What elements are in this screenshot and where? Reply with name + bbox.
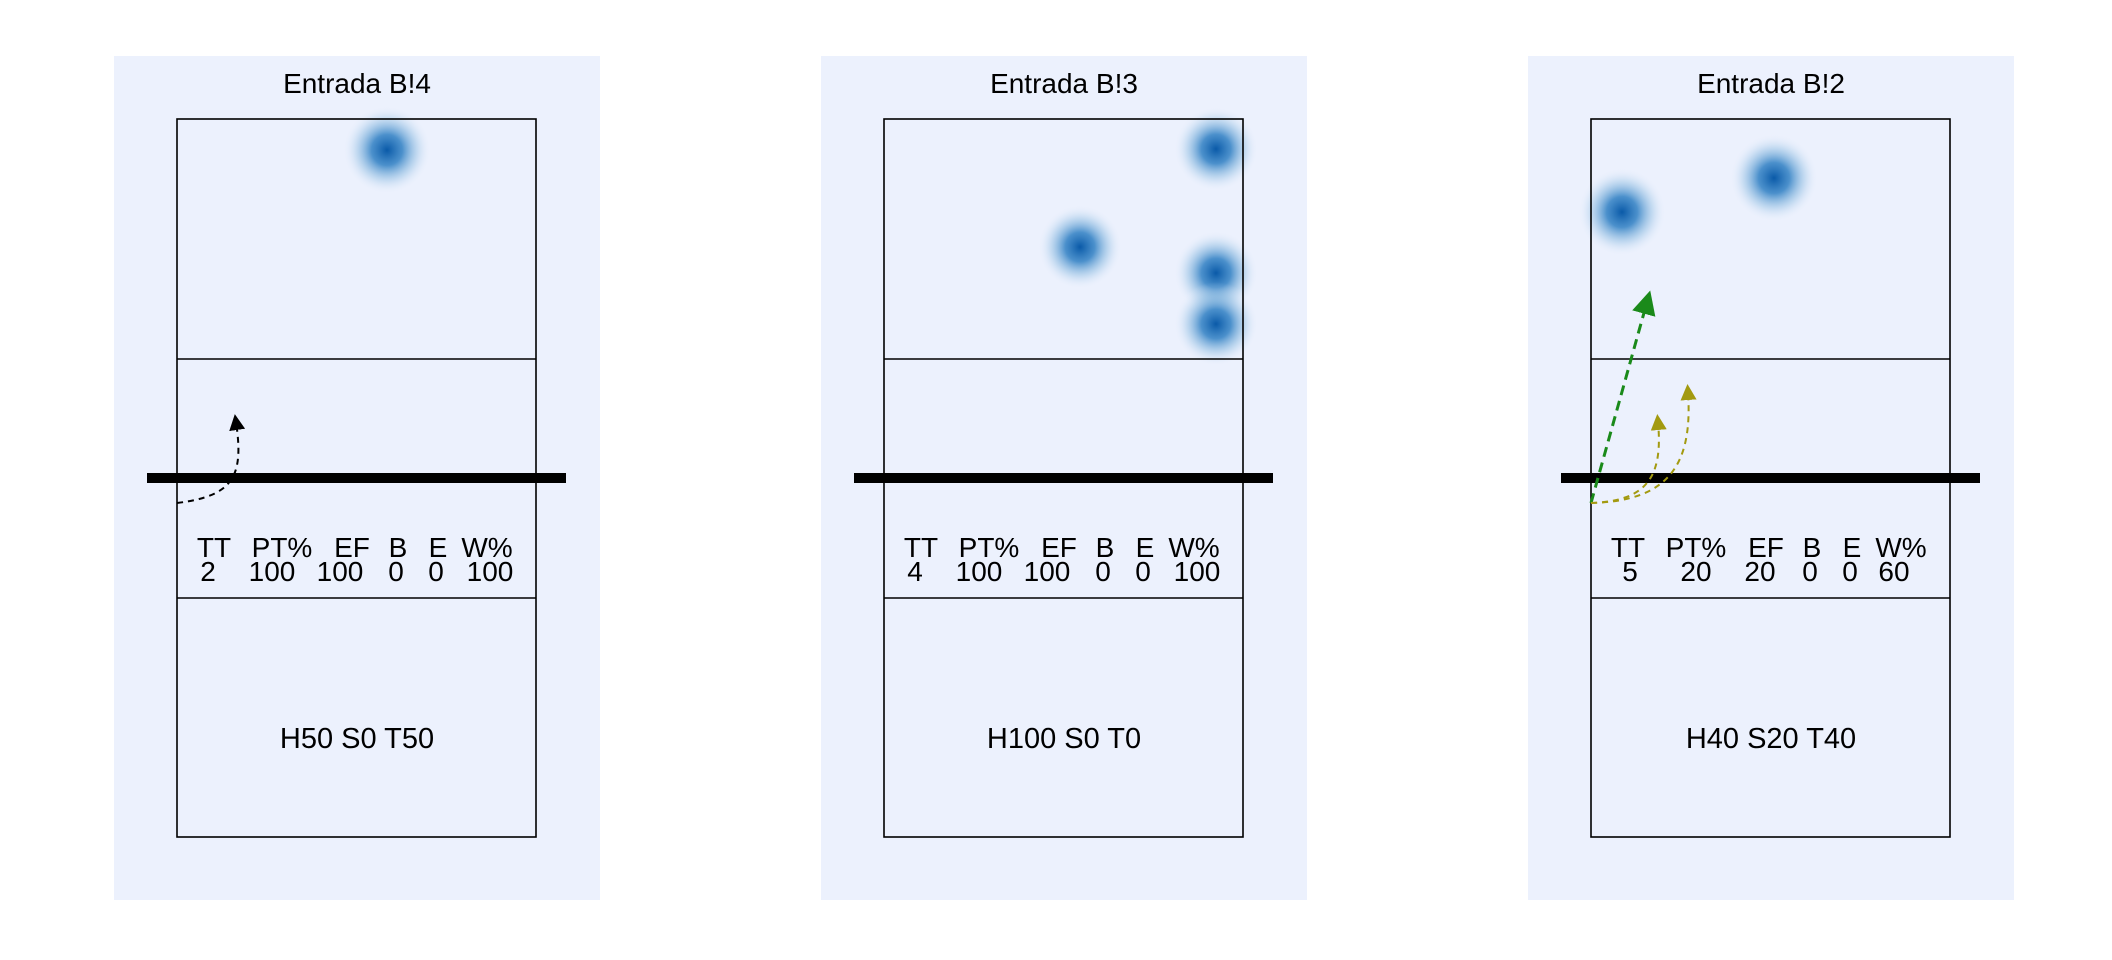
heat-spot <box>1174 282 1258 366</box>
stat-value: 0 <box>428 556 444 587</box>
stats-block: TT PT% EF B E W% 5 20 20 0 0 60 <box>1600 532 1930 587</box>
stat-value: 20 <box>1680 556 1712 587</box>
attack-trajectory <box>1590 384 1697 504</box>
court-panel-1: Entrada B!4 TT PT% EF B E W% <box>114 56 600 900</box>
panel-title: Entrada B!4 <box>283 68 431 99</box>
distribution-label: H40 S20 T40 <box>1685 723 1857 755</box>
stat-header: TT <box>903 532 939 563</box>
stat-value: 60 <box>1878 556 1910 587</box>
heat-spot <box>1174 107 1258 191</box>
stats-value-row: 2 100 100 0 0 100 <box>186 556 516 587</box>
stat-header: PT% <box>251 532 313 563</box>
stat-value: 0 <box>1095 556 1111 587</box>
stat-value: 100 <box>248 556 296 587</box>
stats-block: TT PT% EF B E W% 4 100 100 0 0 100 <box>893 532 1223 587</box>
stat-header: EF <box>334 532 370 563</box>
stat-header: E <box>1135 532 1155 563</box>
stat-value: 2 <box>200 556 216 587</box>
stat-value: 0 <box>1842 556 1858 587</box>
court-diagram <box>147 106 566 838</box>
stats-header-row: TT PT% EF B E W% <box>186 532 516 563</box>
attack-trajectory <box>1589 290 1656 504</box>
stat-header: W% <box>1875 532 1927 563</box>
stat-header: B <box>1802 532 1822 563</box>
stat-header: B <box>388 532 408 563</box>
distribution-label: H50 S0 T50 <box>279 723 435 755</box>
stats-value-row: 5 20 20 0 0 60 <box>1600 556 1930 587</box>
stat-value: 100 <box>1023 556 1071 587</box>
stat-header: E <box>428 532 448 563</box>
stat-header: TT <box>196 532 232 563</box>
heat-spot <box>1038 205 1122 289</box>
stat-header: W% <box>1168 532 1220 563</box>
stat-header: EF <box>1041 532 1077 563</box>
stat-value: 0 <box>1135 556 1151 587</box>
stat-header: W% <box>461 532 513 563</box>
stats-value-row: 4 100 100 0 0 100 <box>893 556 1223 587</box>
stat-value: 4 <box>907 556 923 587</box>
stat-header: TT <box>1610 532 1646 563</box>
stat-value: 20 <box>1744 556 1776 587</box>
stat-value: 100 <box>466 556 514 587</box>
stats-block: TT PT% EF B E W% 2 100 100 0 0 100 <box>186 532 516 587</box>
stat-value: 100 <box>316 556 364 587</box>
stat-value: 100 <box>1173 556 1221 587</box>
panel-title: Entrada B!3 <box>990 68 1138 99</box>
stat-value: 5 <box>1622 556 1638 587</box>
heat-spot <box>1578 168 1666 256</box>
court-diagram <box>854 107 1273 838</box>
court-panel-2: Entrada B!3 TT PT% EF B E <box>821 56 1307 900</box>
court-diagram <box>1561 118 1980 838</box>
attack-trajectory <box>176 414 246 504</box>
stat-header: PT% <box>1665 532 1727 563</box>
stats-header-row: TT PT% EF B E W% <box>893 532 1223 563</box>
stat-header: E <box>1842 532 1862 563</box>
stat-header: PT% <box>958 532 1020 563</box>
stats-header-row: TT PT% EF B E W% <box>1600 532 1930 563</box>
court-panel-3: Entrada B!2 <box>1528 56 2014 900</box>
distribution-label: H100 S0 T0 <box>986 723 1142 755</box>
heat-spot <box>1730 134 1818 222</box>
stat-header: EF <box>1748 532 1784 563</box>
stat-value: 0 <box>388 556 404 587</box>
stat-value: 100 <box>955 556 1003 587</box>
stat-value: 0 <box>1802 556 1818 587</box>
panel-title: Entrada B!2 <box>1697 68 1845 99</box>
stat-header: B <box>1095 532 1115 563</box>
heat-spot <box>343 106 431 194</box>
